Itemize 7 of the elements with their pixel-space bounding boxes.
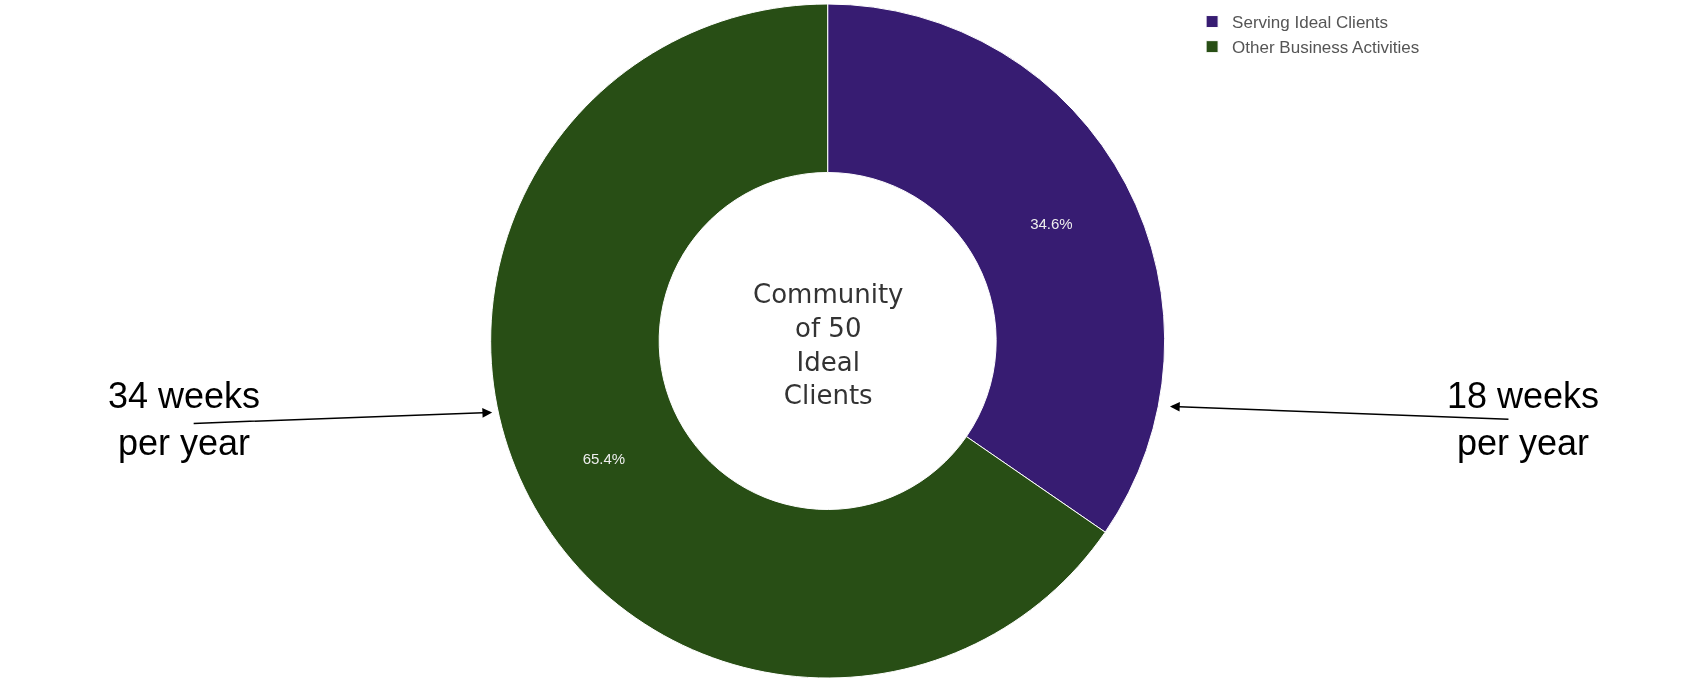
- data-label: 34.6%: [1030, 214, 1073, 232]
- legend-label: Serving Ideal Clients: [1232, 13, 1389, 33]
- data-label: 65.4%: [582, 450, 626, 468]
- text: Community of 50 Ideal Clients: [753, 279, 904, 411]
- text: 34 weeks per year: [108, 375, 261, 463]
- text: 18 weeks per year: [1447, 375, 1600, 463]
- legend-label: Other Business Activities: [1232, 38, 1420, 58]
